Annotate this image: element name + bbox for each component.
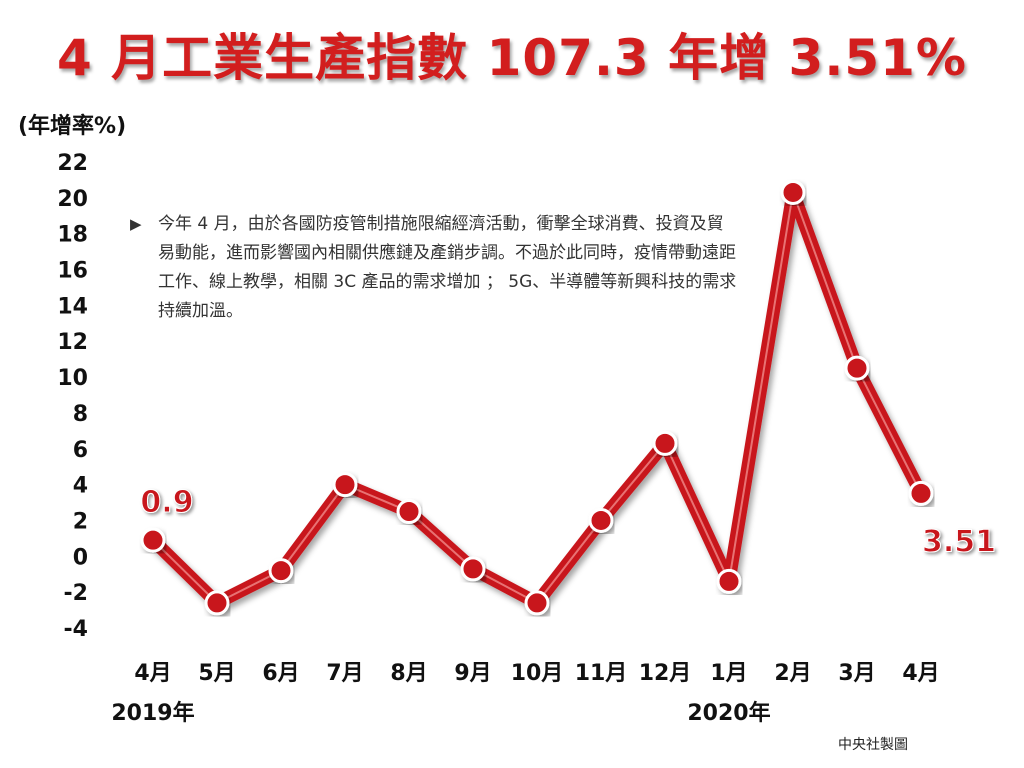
data-label: 3.51	[922, 524, 996, 559]
y-tick-label: 0	[73, 545, 88, 570]
x-tick-label: 6月	[262, 661, 299, 686]
data-point	[524, 590, 550, 616]
credit-text: 中央社製圖	[838, 737, 908, 753]
y-axis-label: (年增率%)	[18, 114, 127, 139]
annotation-note: ▶ 今年 4 月，由於各國防疫管制措施限縮經濟活動，衝擊全球消費、投資及貿易動能…	[130, 210, 740, 326]
data-point	[332, 472, 358, 498]
y-tick-label: 12	[57, 330, 88, 355]
series-points	[140, 179, 934, 616]
x-tick-label: 9月	[454, 661, 491, 686]
annotation-text: 今年 4 月，由於各國防疫管制措施限縮經濟活動，衝擊全球消費、投資及貿易動能，進…	[158, 214, 737, 321]
series-line	[146, 185, 928, 610]
y-tick-label: -2	[64, 581, 88, 606]
series-line-highlight	[152, 191, 922, 604]
data-point	[396, 499, 422, 524]
x-tick-label: 2月	[774, 661, 811, 686]
y-tick-label: 14	[57, 294, 88, 319]
data-point	[268, 558, 294, 584]
data-point	[908, 480, 934, 506]
y-tick-label: 10	[57, 366, 88, 391]
x-tick-label: 5月	[198, 661, 235, 686]
data-point	[652, 430, 678, 456]
y-tick-label: 6	[73, 438, 88, 463]
series-line-path	[146, 185, 928, 610]
y-tick-label: 22	[57, 151, 88, 176]
x-tick-label: 4月	[134, 661, 171, 686]
y-tick-label: 20	[57, 187, 88, 212]
x-tick-label: 1月	[710, 661, 747, 686]
page-title: 4 月工業生產指數 107.3 年增 3.51%	[56, 29, 968, 87]
x-axis-ticks: 4月 5月 6月 7月 8月 9月 10月 11月 12月 1月 2月 3月 4月	[134, 661, 939, 686]
x-tick-label: 7月	[326, 661, 363, 686]
data-label: 0.9	[140, 485, 193, 520]
x-tick-label: 3月	[838, 661, 875, 686]
data-point	[588, 507, 614, 533]
data-point	[140, 527, 166, 553]
y-axis-ticks: -4 -2 0 2 4 6 8 10 12 14 16 18 20 22	[57, 151, 88, 642]
data-point	[204, 590, 230, 616]
triangle-bullet-icon: ▶	[130, 215, 142, 233]
y-tick-label: 16	[57, 259, 88, 284]
year-labels: 2019年 2020年	[111, 700, 770, 726]
x-tick-label: 8月	[390, 661, 427, 686]
y-tick-label: 8	[73, 402, 88, 427]
data-point	[460, 556, 486, 582]
data-point	[716, 568, 742, 594]
data-point	[780, 179, 806, 205]
data-point	[844, 355, 870, 381]
x-tick-label: 10月	[511, 661, 564, 686]
y-tick-label: 2	[73, 509, 88, 534]
y-tick-label: -4	[64, 617, 88, 642]
x-tick-label: 12月	[639, 661, 692, 686]
y-tick-label: 4	[73, 474, 88, 499]
year-label: 2020年	[687, 700, 770, 726]
year-label: 2019年	[111, 700, 194, 726]
x-tick-label: 4月	[902, 661, 939, 686]
data-labels: 0.9 3.51	[140, 485, 997, 560]
x-tick-label: 11月	[575, 661, 628, 686]
y-tick-label: 18	[57, 223, 88, 248]
